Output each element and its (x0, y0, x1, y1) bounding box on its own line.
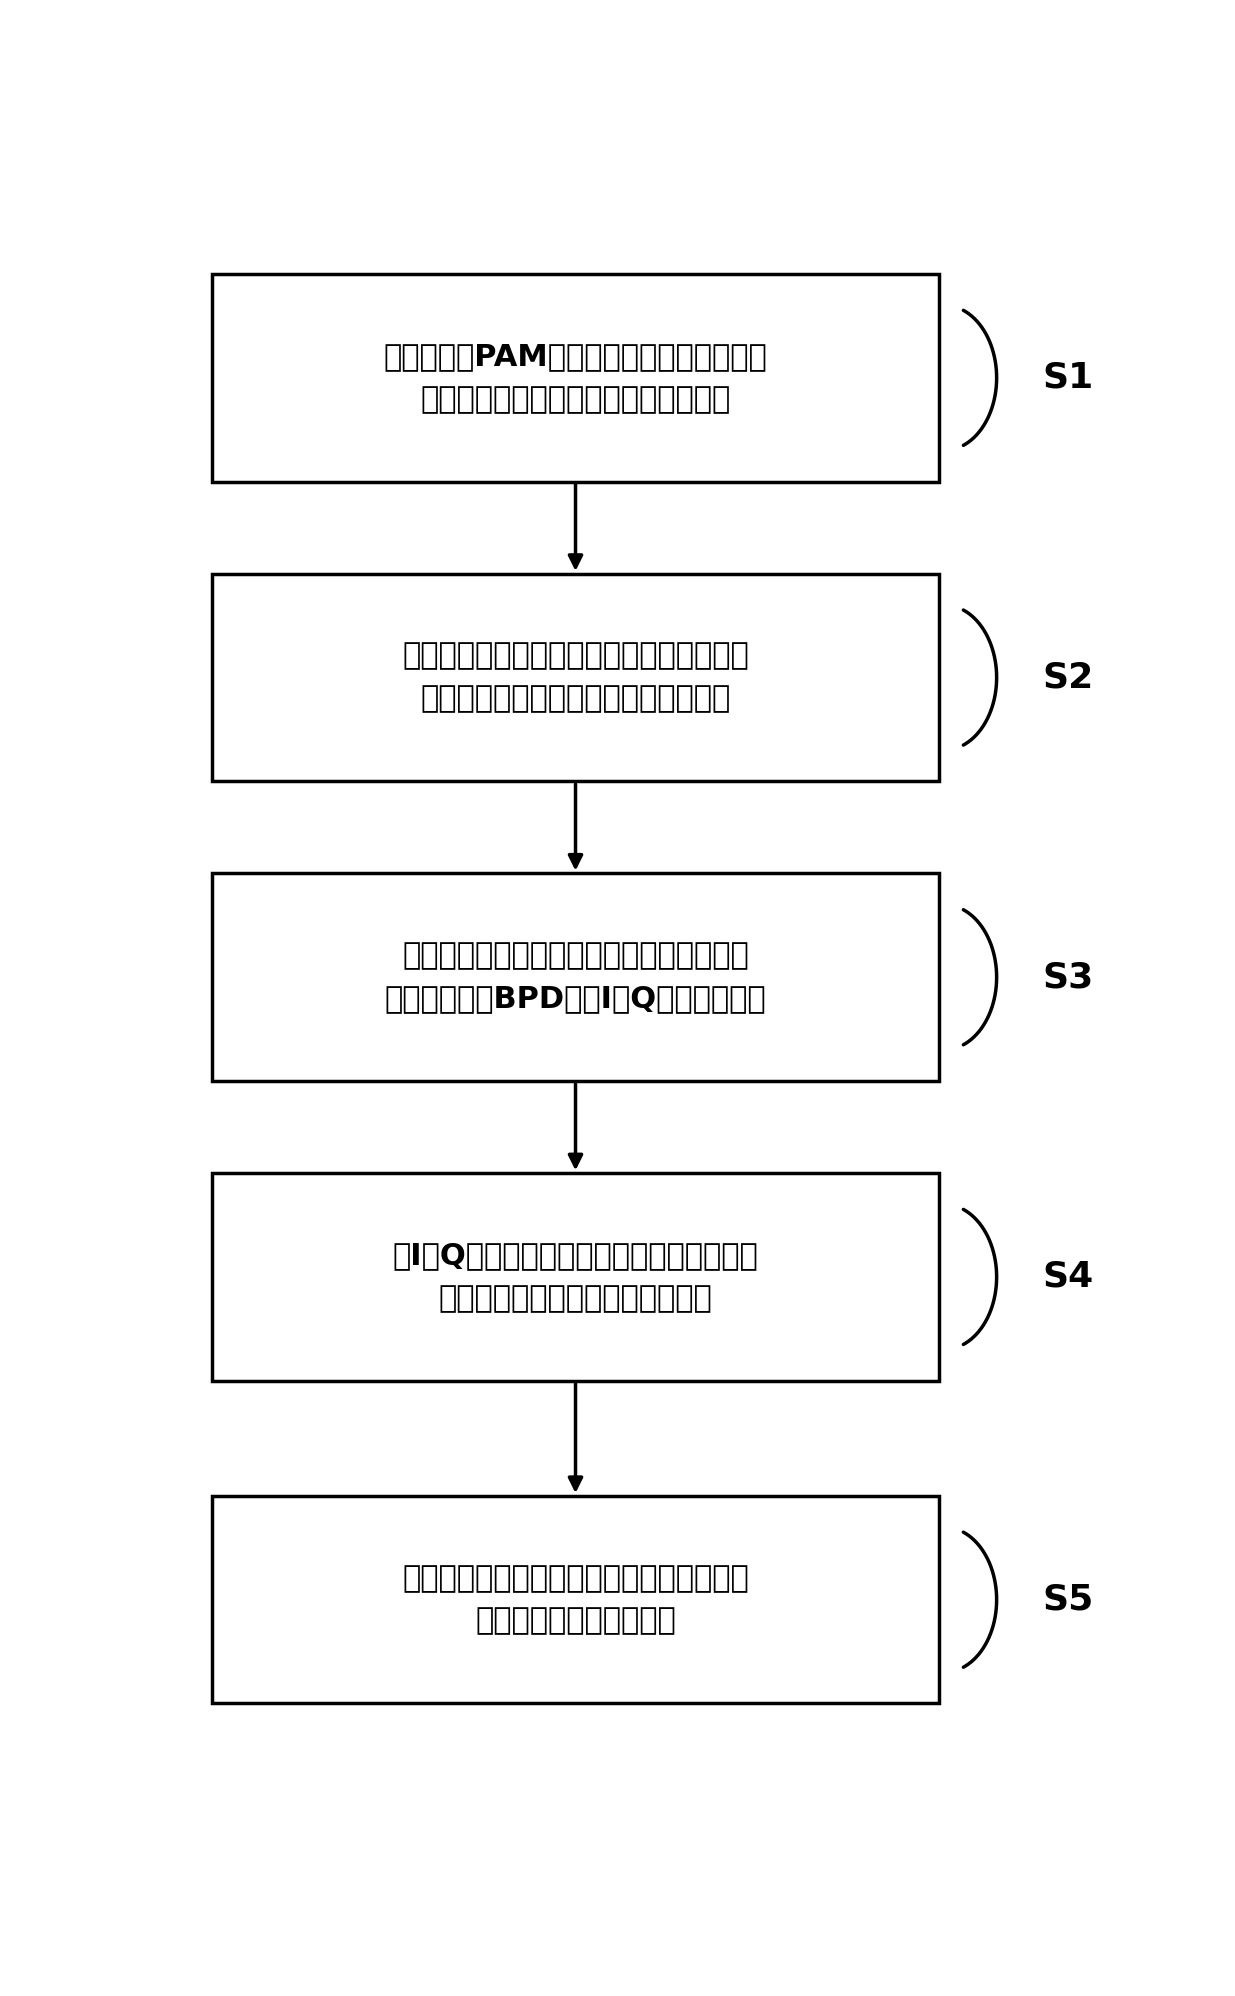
Text: S1: S1 (1042, 361, 1094, 395)
Text: 将两个正交偏振的信号转换成两个偏振的光
信号，并进行耦合得到一路耦合光信号: 将两个正交偏振的信号转换成两个偏振的光 信号，并进行耦合得到一路耦合光信号 (403, 641, 748, 713)
Text: S4: S4 (1042, 1259, 1094, 1293)
Text: 在接收端对同步接收信号进行信道均衡、偏
振时间解码和双极性解码: 在接收端对同步接收信号进行信道均衡、偏 振时间解码和双极性解码 (403, 1563, 748, 1635)
FancyBboxPatch shape (212, 573, 940, 780)
Text: S3: S3 (1042, 960, 1094, 994)
Text: 在发送端对PAM信号进行双极性预编码和偏
振时间编码，得到两个正交偏振的信号: 在发送端对PAM信号进行双极性预编码和偏 振时间编码，得到两个正交偏振的信号 (384, 341, 767, 413)
Text: 将耦合光信号与本振光在光混频器中进行混
频，经过两个BPD得到I、Q两路电流信号: 将耦合光信号与本振光在光混频器中进行混 频，经过两个BPD得到I、Q两路电流信号 (384, 942, 767, 1014)
Text: S5: S5 (1042, 1583, 1094, 1617)
FancyBboxPatch shape (212, 273, 940, 481)
FancyBboxPatch shape (212, 1174, 940, 1381)
FancyBboxPatch shape (212, 1495, 940, 1703)
FancyBboxPatch shape (212, 874, 940, 1082)
Text: S2: S2 (1042, 661, 1094, 695)
Text: 将I、Q两路电流信号转换成数字信号后进行
数字信号处理，得到同步接收信号: 将I、Q两路电流信号转换成数字信号后进行 数字信号处理，得到同步接收信号 (393, 1242, 758, 1313)
